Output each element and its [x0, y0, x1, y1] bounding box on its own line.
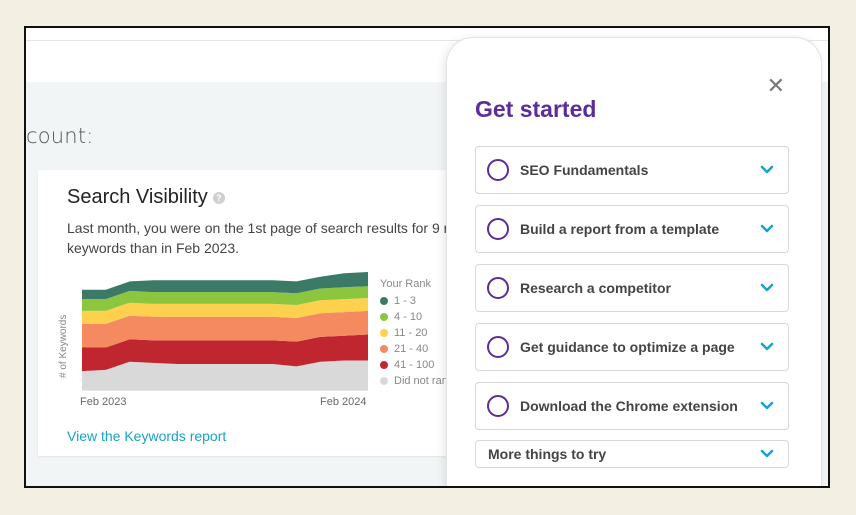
- checklist-item-label: Build a report from a template: [520, 221, 720, 237]
- card-description: Last month, you were on the 1st page of …: [67, 220, 526, 256]
- legend-swatch: [380, 297, 388, 305]
- more-things-to-try-button[interactable]: More things to try: [475, 440, 789, 468]
- more-things-label: More things to try: [488, 446, 607, 462]
- chevron-down-icon: [760, 449, 774, 458]
- checklist-item-label: Research a competitor: [520, 280, 671, 296]
- chart-legend: Your Rank 1 - 3 4 - 10 11 - 20 21 - 40 41 - …: [380, 278, 453, 389]
- close-icon[interactable]: ✕: [766, 74, 785, 99]
- rank-area-chart: [82, 272, 368, 391]
- incomplete-circle-icon: [487, 395, 509, 417]
- legend-label: 11 - 20: [394, 327, 428, 339]
- section-heading-fragment: count:: [26, 124, 94, 148]
- legend-item: 11 - 20: [380, 325, 453, 341]
- legend-item: 21 - 40: [380, 341, 453, 357]
- legend-label: 1 - 3: [394, 295, 417, 307]
- checklist-item-chrome-extension[interactable]: Download the Chrome extension: [475, 382, 789, 430]
- legend-item: 4 - 10: [380, 309, 453, 325]
- legend-item: 41 - 100: [380, 357, 453, 373]
- chevron-down-icon: [760, 224, 774, 233]
- chevron-down-icon: [760, 342, 774, 351]
- legend-title: Your Rank: [380, 278, 431, 290]
- view-keywords-report-link[interactable]: View the Keywords report: [67, 428, 227, 444]
- checklist-item-label: Get guidance to optimize a page: [520, 339, 735, 355]
- legend-swatch: [380, 345, 388, 353]
- legend-item: Did not rank: [380, 373, 453, 389]
- chevron-down-icon: [760, 165, 774, 174]
- card-title: Search Visibility?: [67, 186, 225, 209]
- legend-item: 1 - 3: [380, 293, 453, 309]
- x-axis-start-label: Feb 2023: [80, 396, 127, 408]
- legend-label: 4 - 10: [394, 311, 423, 323]
- card-title-text: Search Visibility: [67, 186, 208, 208]
- area-series-21-40: [82, 310, 368, 348]
- top-divider: [26, 40, 828, 41]
- checklist-item-research-competitor[interactable]: Research a competitor: [475, 264, 789, 312]
- chevron-down-icon: [760, 283, 774, 292]
- checklist-item-label: Download the Chrome extension: [520, 398, 738, 414]
- app-window: count: Search Visibility? Last month, yo…: [24, 26, 830, 488]
- legend-swatch: [380, 329, 388, 337]
- legend-label: 41 - 100: [394, 359, 435, 371]
- incomplete-circle-icon: [487, 159, 509, 181]
- y-axis-label: # of Keywords: [58, 314, 69, 378]
- legend-swatch: [380, 361, 388, 369]
- checklist-item-seo-fundamentals[interactable]: SEO Fundamentals: [475, 146, 789, 194]
- area-series-41-100: [82, 334, 368, 372]
- incomplete-circle-icon: [487, 218, 509, 240]
- legend-swatch: [380, 377, 388, 385]
- area-series-4-10: [82, 286, 368, 311]
- x-axis-end-label: Feb 2024: [320, 396, 367, 408]
- area-series-did-not-rank: [82, 360, 368, 390]
- chevron-down-icon: [760, 401, 774, 410]
- checklist-item-build-report[interactable]: Build a report from a template: [475, 205, 789, 253]
- checklist-item-optimize-page[interactable]: Get guidance to optimize a page: [475, 323, 789, 371]
- legend-swatch: [380, 313, 388, 321]
- incomplete-circle-icon: [487, 336, 509, 358]
- get-started-panel: ✕ Get started SEO Fundamentals Build a r…: [447, 38, 821, 486]
- incomplete-circle-icon: [487, 277, 509, 299]
- help-icon[interactable]: ?: [212, 191, 225, 204]
- panel-title: Get started: [475, 96, 597, 122]
- legend-label: 21 - 40: [394, 343, 429, 355]
- legend-label: Did not rank: [394, 375, 454, 387]
- area-series-11-20: [82, 298, 368, 324]
- area-series-1-3: [82, 272, 368, 300]
- checklist-item-label: SEO Fundamentals: [520, 162, 649, 178]
